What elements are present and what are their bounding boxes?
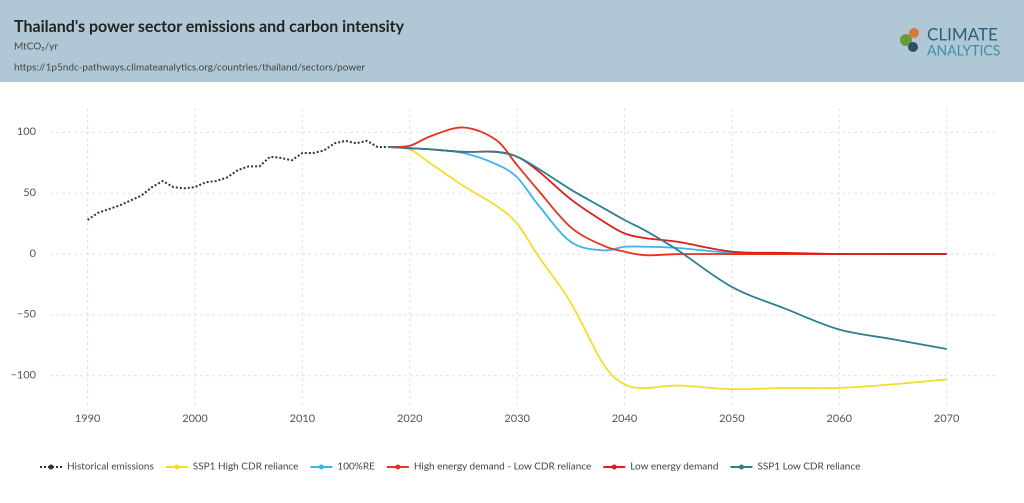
x-tick-label: 2020 (397, 412, 423, 425)
logo-icon (909, 28, 919, 38)
x-tick-label: 1990 (75, 412, 101, 425)
source-url: https://1p5ndc-pathways.climateanalytics… (14, 62, 365, 74)
legend-label: SSP1 High CDR reliance (193, 461, 299, 473)
legend-marker (395, 464, 401, 470)
legend-marker (174, 464, 180, 470)
legend-item: Low energy demand (603, 461, 718, 473)
series-line (388, 146, 947, 350)
logo-text: CLIMATE (927, 23, 998, 44)
y-tick-label: 50 (23, 186, 36, 199)
legend-item: Historical emissions (40, 461, 154, 473)
legend-label: Low energy demand (630, 461, 718, 473)
x-tick-label: 2010 (290, 412, 316, 425)
legend-marker (48, 464, 54, 470)
x-tick-label: 2000 (182, 412, 208, 425)
legend-item: SSP1 Low CDR reliance (730, 461, 860, 473)
legend-item: SSP1 High CDR reliance (165, 461, 299, 473)
legend-item: High energy demand - Low CDR reliance (386, 461, 591, 473)
y-tick-label: 100 (17, 125, 37, 138)
logo-icon (900, 34, 912, 46)
y-tick-label: −50 (17, 308, 37, 321)
logo-text: ANALYTICS (927, 42, 1000, 59)
series-line (87, 139, 389, 221)
x-tick-label: 2040 (612, 412, 638, 425)
series-line (388, 146, 947, 391)
legend-label: Historical emissions (67, 461, 154, 473)
chart-title: Thailand's power sector emissions and ca… (14, 17, 405, 36)
legend-label: High energy demand - Low CDR reliance (414, 461, 591, 473)
logo: CLIMATE ANALYTICS (900, 23, 1000, 59)
legend-item: 100%RE (310, 461, 375, 473)
x-tick-label: 2030 (504, 412, 530, 425)
logo-icon (908, 42, 918, 52)
legend-marker (738, 464, 744, 470)
series-line (388, 146, 947, 256)
x-tick-label: 2060 (827, 412, 853, 425)
header-band (0, 0, 1024, 82)
x-tick-label: 2050 (719, 412, 745, 425)
legend-marker (318, 464, 324, 470)
legend-label: SSP1 Low CDR reliance (757, 461, 860, 473)
y-tick-label: −100 (10, 369, 36, 382)
legend-label: 100%RE (337, 461, 375, 473)
legend-marker (611, 464, 617, 470)
y-tick-label: 0 (30, 247, 37, 260)
series-line (388, 146, 947, 256)
chart-subtitle: MtCO₂/yr (14, 41, 58, 53)
x-tick-label: 2070 (934, 412, 960, 425)
